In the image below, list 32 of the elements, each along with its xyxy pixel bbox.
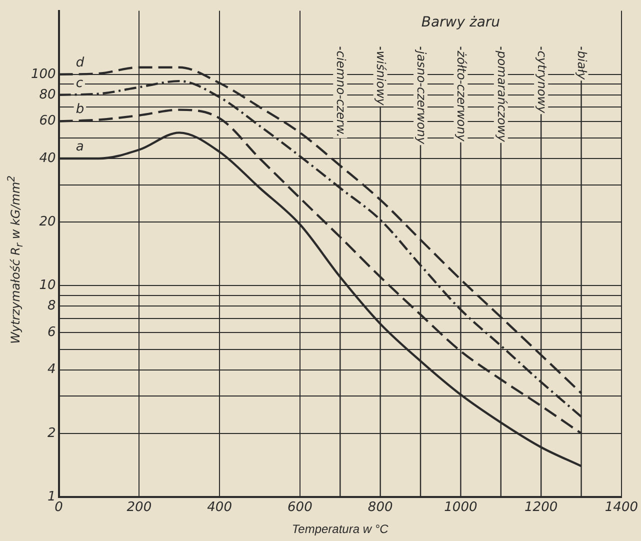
y-tick-label: 10 [39, 278, 56, 294]
series-label: a [76, 139, 84, 154]
y-tick-label: 60 [39, 114, 56, 129]
y-tick-label: 6 [48, 324, 56, 340]
ref-line-label: biały [575, 50, 590, 81]
x-tick-label: 600 [288, 500, 312, 516]
x-axis-title: Temperatura w °C [292, 522, 389, 536]
x-tick-label: 1400 [604, 500, 638, 516]
y-tick-label: 1 [48, 489, 56, 504]
ref-line-label: wiśniowy [374, 50, 388, 106]
series-label: c [76, 76, 83, 91]
x-tick-label: 400 [207, 500, 232, 516]
annotation: Barwy żaru [421, 14, 500, 30]
ref-line-label: ciemno-czerw. [334, 50, 348, 138]
ref-line-label: cytrynowy [534, 50, 549, 114]
x-tick-label: 1000 [444, 500, 478, 516]
ref-line-label: pomarańczowy [494, 50, 509, 143]
y-tick-label: 40 [39, 150, 56, 166]
ref-line-label: jasno-czerwony [414, 48, 428, 145]
y-tick-label: 4 [48, 362, 56, 378]
y-tick-label: 20 [39, 214, 56, 230]
y-tick-label: 8 [48, 298, 56, 314]
x-tick-label: 1200 [524, 500, 558, 516]
x-tick-label: 0 [54, 500, 63, 516]
series-label: b [76, 102, 84, 118]
x-tick-label: 200 [126, 500, 152, 516]
y-tick-label: 100 [30, 66, 56, 82]
series-label: d [76, 55, 85, 70]
ref-line-label: żółto-czerwony [454, 50, 469, 142]
x-tick-label: 800 [368, 500, 393, 516]
y-tick-label: 80 [39, 87, 56, 102]
y-tick-label: 2 [48, 426, 56, 441]
